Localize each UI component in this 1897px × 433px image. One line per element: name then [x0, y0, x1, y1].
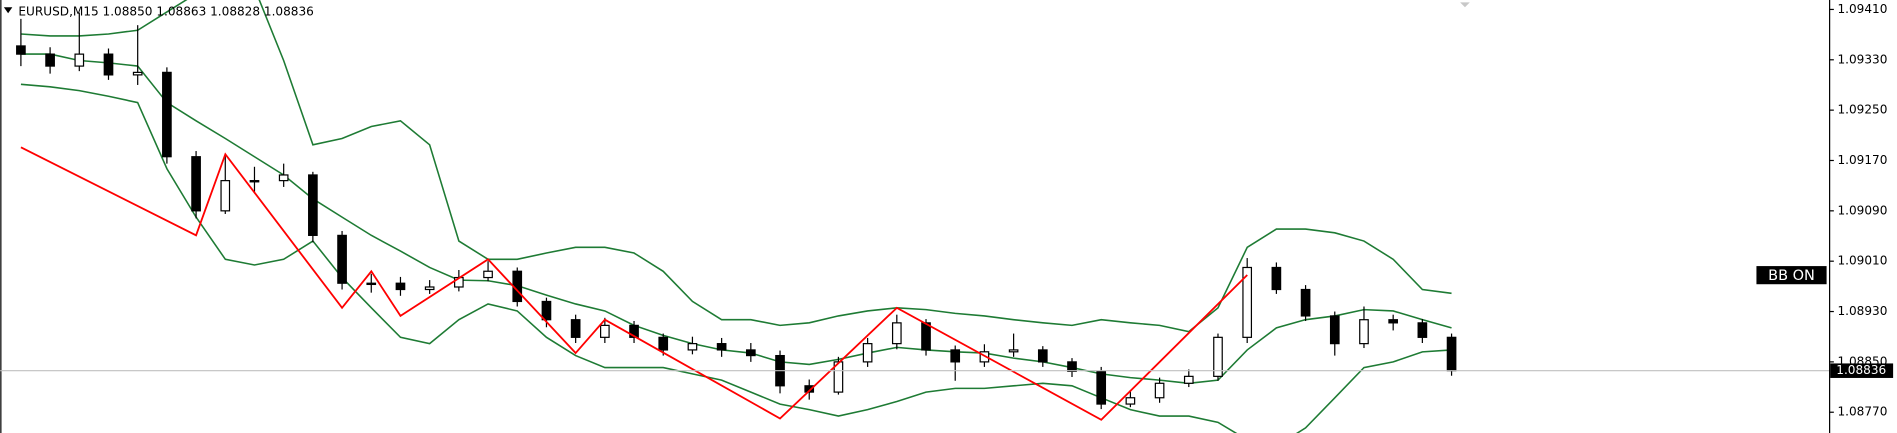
candle-body: [220, 180, 231, 212]
bollinger-band: [20, 0, 1452, 333]
candle-body: [600, 324, 610, 338]
y-tick-label: 1.08930: [1837, 304, 1887, 318]
candle-body: [1008, 349, 1019, 353]
bb-badge[interactable]: BB ON: [1768, 268, 1815, 284]
candle-body: [1359, 319, 1369, 345]
candle-body: [308, 174, 318, 236]
candle-body: [1125, 397, 1136, 405]
bollinger-band: [20, 83, 1452, 433]
y-tick-label: 1.09410: [1837, 2, 1887, 16]
candle-body: [1417, 322, 1428, 338]
y-tick-label: 1.09250: [1837, 103, 1887, 117]
chart-header: EURUSD,M15 1.08850 1.08863 1.08828 1.088…: [18, 5, 313, 19]
candle-body: [1446, 336, 1457, 372]
candle-body: [804, 385, 815, 393]
candle-body: [658, 336, 669, 351]
candle-body: [1271, 266, 1282, 291]
candle-body: [862, 343, 873, 363]
candle-body: [74, 53, 85, 67]
candle-body: [541, 300, 552, 321]
candle-body: [249, 180, 260, 183]
candle-body: [483, 270, 493, 279]
candle-body: [921, 322, 931, 351]
candle-body: [16, 45, 26, 55]
candle-body: [45, 53, 55, 67]
candle-body: [687, 343, 698, 351]
candle-body: [1213, 336, 1223, 377]
candle-body: [366, 282, 377, 286]
candle-body: [278, 174, 289, 182]
candle-body: [191, 156, 201, 212]
candle-body: [979, 351, 990, 363]
candle-body: [891, 322, 902, 345]
plot-area: [0, 0, 1830, 433]
symbol-menu-arrow[interactable]: [3, 7, 13, 14]
candle-body: [1242, 266, 1253, 338]
candle-body: [162, 71, 172, 158]
candle-body: [424, 286, 435, 291]
candle-body: [716, 343, 727, 351]
candle-body: [629, 324, 639, 338]
y-tick-label: 1.09170: [1837, 153, 1887, 167]
y-tick-label: 1.09330: [1837, 52, 1887, 66]
bollinger-band: [20, 53, 1452, 385]
candle-body: [570, 319, 581, 338]
last-price-label: 1.08836: [1836, 363, 1886, 377]
y-tick-label: 1.09090: [1837, 203, 1887, 217]
candle-body: [337, 234, 347, 284]
candle-body: [1300, 288, 1311, 317]
badge-bg: [1756, 266, 1827, 285]
candle-body: [1096, 370, 1107, 405]
candle-body: [833, 361, 844, 393]
candle-body: [1067, 361, 1077, 372]
candle-body: [395, 282, 406, 291]
y-tick-label: 1.09010: [1837, 254, 1887, 268]
zigzag: [20, 146, 1248, 421]
candle-body: [1329, 315, 1340, 345]
last-price-tag: [1830, 363, 1894, 378]
candle-body: [1154, 382, 1165, 399]
candle-body: [950, 349, 961, 363]
candle-body: [103, 53, 114, 76]
shift-marker: [1460, 2, 1470, 8]
candle-body: [1388, 319, 1399, 324]
candle-body: [132, 71, 143, 76]
y-tick-label: 1.08770: [1837, 405, 1887, 419]
candle-body: [1183, 375, 1194, 384]
candle-body: [745, 349, 756, 357]
candle-body: [1037, 349, 1048, 363]
